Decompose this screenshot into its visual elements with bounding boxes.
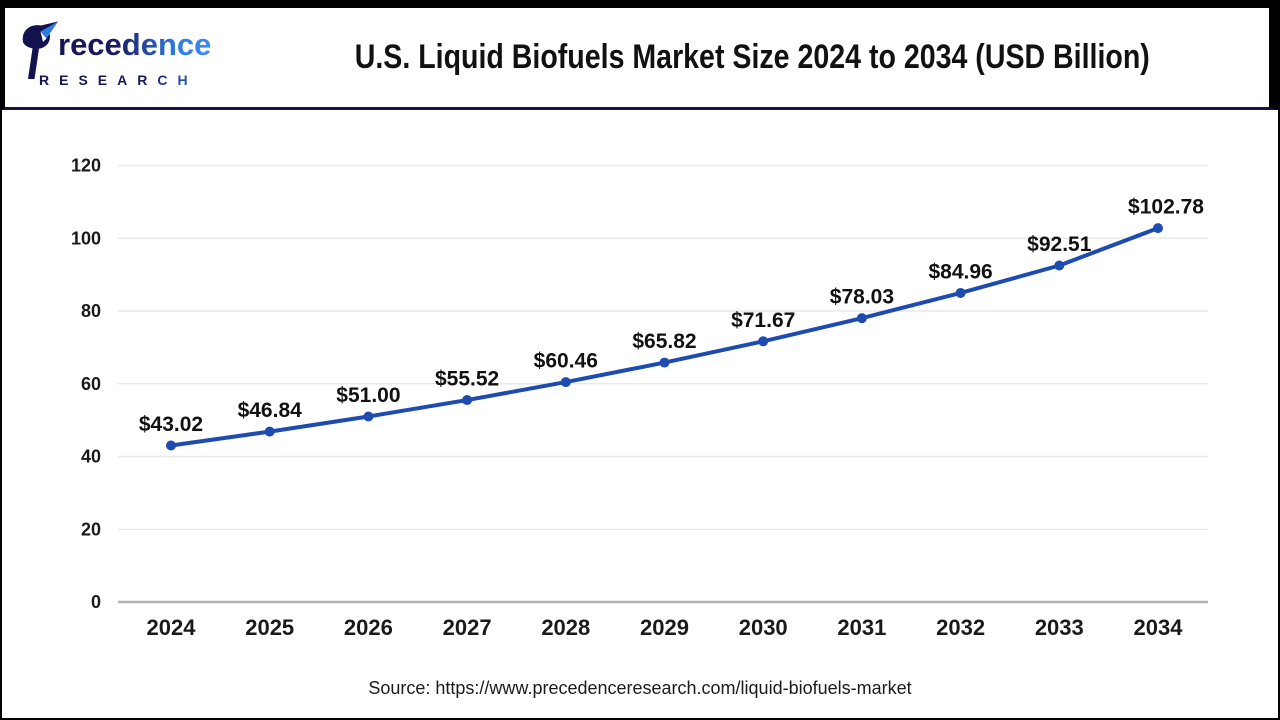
x-axis-tick-label: 2026 <box>344 615 393 640</box>
precedence-research-logo: recedence RESEARCH <box>19 19 235 97</box>
data-point <box>166 440 176 451</box>
x-axis-tick-label: 2034 <box>1134 615 1184 640</box>
header: recedence RESEARCH U.S. Liquid Biofuels … <box>2 2 1278 110</box>
data-point-label: $65.82 <box>632 330 696 353</box>
x-axis-tick-label: 2033 <box>1035 615 1084 640</box>
data-point <box>363 411 374 422</box>
chart-title: U.S. Liquid Biofuels Market Size 2024 to… <box>354 38 1150 76</box>
data-point <box>560 377 571 388</box>
market-line-chart: 0 20 40 60 80 100 120 2024 2025 2026 2027 2028 2029 2… <box>71 156 1208 640</box>
title-wrap: U.S. Liquid Biofuels Market Size 2024 to… <box>235 38 1269 77</box>
data-point-label: $51.00 <box>336 384 400 407</box>
data-point <box>758 336 769 347</box>
brand-name: recedence <box>58 26 212 62</box>
y-axis-tick-label: 20 <box>81 519 101 539</box>
x-axis-tick-label: 2032 <box>936 615 985 640</box>
x-axis-tick-label: 2030 <box>739 615 788 640</box>
data-point-label: $43.02 <box>139 413 203 436</box>
data-point-label: $71.67 <box>731 309 795 332</box>
data-point-label: $78.03 <box>830 286 894 309</box>
paper-plane-icon <box>22 21 58 79</box>
y-axis-tick-label: 60 <box>81 374 101 394</box>
data-point-label: $92.51 <box>1027 233 1092 256</box>
data-point <box>1054 260 1065 271</box>
data-point <box>856 313 867 324</box>
y-axis-tick-label: 100 <box>71 228 101 248</box>
y-axis-tick-label: 80 <box>81 301 101 321</box>
x-axis-tick-label: 2027 <box>443 615 492 640</box>
y-axis-tick-label: 0 <box>91 592 101 612</box>
data-point-label: $55.52 <box>435 368 499 391</box>
data-point-label: $46.84 <box>238 399 303 422</box>
data-point <box>264 426 275 437</box>
chart-area: 0 20 40 60 80 100 120 2024 2025 2026 2027 2028 2029 2… <box>2 113 1278 678</box>
logo-row: recedence <box>19 19 235 79</box>
x-axis-tick-label: 2028 <box>541 615 590 640</box>
data-point-label: $60.46 <box>534 350 598 373</box>
data-point <box>659 357 670 368</box>
y-axis-tick-label: 40 <box>81 447 101 467</box>
brand-subtitle: RESEARCH <box>39 72 235 88</box>
x-axis-tick-label: 2029 <box>640 615 689 640</box>
y-axis-tick-label: 120 <box>71 156 101 176</box>
data-point <box>955 287 966 298</box>
data-point <box>1153 223 1163 234</box>
data-point <box>462 395 473 406</box>
data-point-label: $102.78 <box>1128 196 1204 219</box>
source-citation: Source: https://www.precedenceresearch.c… <box>368 678 912 698</box>
x-axis-tick-label: 2031 <box>837 615 886 640</box>
data-point-label: $84.96 <box>928 260 992 283</box>
x-axis-tick-label: 2024 <box>147 615 197 640</box>
x-axis-tick-label: 2025 <box>245 615 294 640</box>
